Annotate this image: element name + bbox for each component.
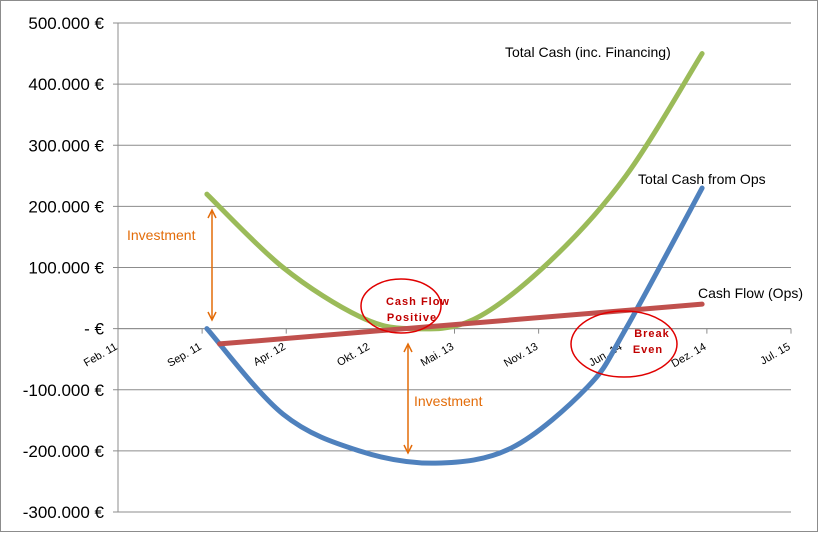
y-tick-label: -100.000 €: [23, 381, 105, 400]
x-tick-label: Mai. 13: [419, 341, 456, 369]
x-axis-ticks: Feb. 11 Sep. 11 Apr. 12 Okt. 12 Mai. 13 Nov. …: [82, 341, 793, 370]
series-label-total-cash: Total Cash (inc. Financing): [505, 44, 671, 60]
x-tick-label: Jul. 15: [758, 341, 792, 368]
y-tick-label: -300.000 €: [23, 503, 105, 522]
y-axis-ticks: 500.000 € 400.000 € 300.000 € 200.000 € 100.…: [23, 14, 105, 522]
investment-label-top: Investment: [127, 227, 196, 243]
series-total-cash-line: [204, 51, 705, 332]
series-label-cash-flow: Cash Flow (Ops): [698, 285, 803, 301]
y-tick-label: 300.000 €: [28, 136, 104, 155]
break-even-ellipse: [570, 310, 678, 378]
investment-arrow-bottom: [403, 342, 413, 455]
break-even-text-2: Even: [633, 344, 663, 356]
series-label-ops-cash: Total Cash from Ops: [638, 171, 766, 187]
cash-flow-positive-text-1: Cash Flow: [386, 296, 450, 308]
y-tick-label: - €: [84, 320, 104, 339]
x-tick-label: Okt. 12: [335, 341, 372, 369]
y-tick-label: 200.000 €: [28, 197, 104, 216]
x-tick-label: Sep. 11: [165, 341, 203, 370]
x-tick-label: Dez. 14: [670, 341, 709, 370]
investment-label-bottom: Investment: [414, 393, 483, 409]
cash-flow-positive-text-2: Positive: [387, 312, 437, 324]
cash-flow-positive-ellipse: [360, 278, 442, 334]
x-tick-label: Nov. 13: [502, 341, 540, 370]
investment-arrow-top: [207, 208, 217, 322]
break-even-text-1: Break: [634, 328, 670, 340]
x-tick-label: Apr. 12: [252, 341, 288, 369]
y-tick-label: 500.000 €: [28, 14, 104, 33]
series-ops-cash-line: [204, 185, 705, 466]
gridlines: [113, 22, 791, 513]
y-tick-label: 100.000 €: [28, 259, 104, 278]
y-tick-label: 400.000 €: [28, 75, 104, 94]
y-tick-label: -200.000 €: [23, 442, 105, 461]
x-tick-label: Feb. 11: [82, 341, 120, 370]
